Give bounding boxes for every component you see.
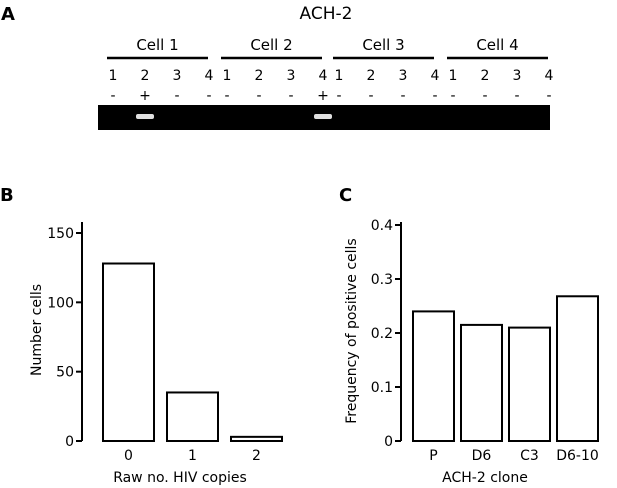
lane-result-sign: +: [317, 88, 329, 104]
lane-result-sign: -: [400, 88, 405, 104]
lane-number: 1: [109, 68, 118, 84]
lane-result-sign: -: [514, 88, 519, 104]
panel-c-bars: [412, 295, 599, 443]
x-tick-label: D6-10: [556, 448, 599, 464]
cell-label: Cell 4: [476, 36, 518, 54]
lane-result-sign: -: [256, 88, 261, 104]
panel-c-x-axis-label: ACH-2 clone: [442, 470, 528, 486]
lane-number: 3: [287, 68, 296, 84]
lane-result-sign: -: [110, 88, 115, 104]
panel-a-letter: A: [1, 4, 15, 25]
lane-result-sign: -: [336, 88, 341, 104]
lane-number: 2: [367, 68, 376, 84]
panel-c-y-ticks: 0 0.1 0.2 0.3 0.4: [371, 218, 401, 450]
x-tick-label: 2: [252, 448, 261, 464]
panel-c: C Frequency of positive cells ACH-2 clon…: [339, 185, 599, 486]
lane-number: 4: [205, 68, 214, 84]
lane-number: 1: [223, 68, 232, 84]
panel-c-y-axis-label: Frequency of positive cells: [344, 238, 360, 423]
gel-cell-group: Cell 1 1 - 2 +3 - 4 -: [107, 36, 214, 104]
y-tick-label: 0: [384, 434, 393, 450]
bar-2: [230, 435, 283, 442]
y-tick-label: 0.3: [371, 272, 393, 288]
gel-bands: [136, 114, 332, 119]
lane-number: 2: [141, 68, 150, 84]
bar-c3: [508, 326, 551, 443]
panel-b-letter: B: [0, 185, 14, 206]
x-tick-label: P: [429, 448, 437, 464]
lane-result-sign: -: [224, 88, 229, 104]
lane-number: 1: [335, 68, 344, 84]
gel-band: [314, 114, 332, 119]
lane-number: 4: [431, 68, 440, 84]
cell-label: Cell 1: [136, 36, 178, 54]
bar-0: [102, 262, 155, 442]
x-tick-label: C3: [520, 448, 539, 464]
panel-b-bars: [102, 262, 283, 443]
y-tick-label: 100: [47, 295, 74, 311]
lane-number: 3: [173, 68, 182, 84]
cell-label: Cell 2: [250, 36, 292, 54]
y-tick-label: 50: [56, 365, 74, 381]
panel-b-x-axis-label: Raw no. HIV copies: [113, 470, 247, 486]
panel-b-x-ticks: 0 1 2: [124, 448, 261, 464]
x-tick-label: 0: [124, 448, 133, 464]
panel-a: A ACH-2 Cell 11-2+3-4-Cell 21-2-3-4+Cell…: [1, 4, 554, 130]
x-tick-label: 1: [188, 448, 197, 464]
gel-cell-group: Cell 2 1 - 2 - 3 - 4 +: [221, 36, 329, 104]
lane-result-sign: -: [368, 88, 373, 104]
gel-title: ACH-2: [300, 4, 353, 24]
lane-result-sign: -: [432, 88, 437, 104]
panel-b: B Number cells Raw no. HIV copies 050100…: [0, 185, 283, 486]
bar-d6-10: [556, 295, 599, 442]
lane-result-sign: -: [206, 88, 211, 104]
panel-b-y-ticks: 0 50 100 150: [47, 226, 82, 450]
gel-cell-group: Cell 4 1 - 2 - 3 - 4 -: [447, 36, 554, 104]
y-tick-label: 0: [65, 434, 74, 450]
gel-cell-group: Cell 3 1 - 2 - 3 - 4 -: [333, 36, 440, 104]
y-tick-label: 0.2: [371, 326, 393, 342]
lane-number: 4: [545, 68, 554, 84]
bar-p: [412, 310, 455, 442]
gel-cell-groups: Cell 11-2+3-4-Cell 21-2-3-4+Cell 31-2-3-…: [107, 36, 554, 104]
lane-number: 2: [255, 68, 264, 84]
lane-result-sign: -: [482, 88, 487, 104]
y-tick-label: 0.1: [371, 380, 393, 396]
lane-number: 4: [319, 68, 328, 84]
lane-result-sign: -: [174, 88, 179, 104]
lane-number: 1: [449, 68, 458, 84]
y-tick-label: 150: [47, 226, 74, 242]
lane-result-sign: -: [450, 88, 455, 104]
panel-b-y-axis-label: Number cells: [29, 284, 45, 376]
bar-d6: [460, 323, 503, 442]
cell-label: Cell 3: [362, 36, 404, 54]
lane-result-sign: +: [139, 88, 151, 104]
lane-result-sign: -: [288, 88, 293, 104]
lane-number: 3: [399, 68, 408, 84]
bar-1: [166, 391, 219, 443]
x-tick-label: D6: [472, 448, 492, 464]
y-tick-label: 0.4: [371, 218, 393, 234]
panel-c-letter: C: [339, 185, 352, 206]
gel-band: [136, 114, 154, 119]
lane-number: 2: [481, 68, 490, 84]
lane-number: 3: [513, 68, 522, 84]
panel-c-x-ticks: P D6 C3 D6-10: [429, 448, 599, 464]
lane-result-sign: -: [546, 88, 551, 104]
